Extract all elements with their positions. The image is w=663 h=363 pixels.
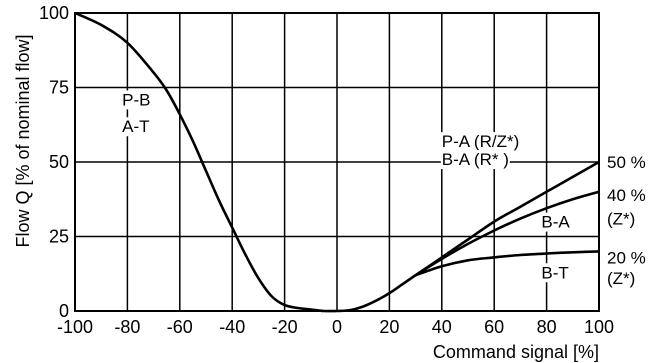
x-tick-label: 80 [537, 317, 557, 337]
flow-curves [74, 11, 600, 313]
flow-curve-3 [415, 250, 600, 277]
svg-text:B-A (R* ): B-A (R* ) [442, 150, 509, 169]
curve-annotation: B-A (R* ) [440, 150, 510, 170]
x-axis-label: Command signal [%] [433, 342, 599, 362]
right-label: 50 % [607, 153, 646, 172]
y-tick-label: 100 [39, 3, 69, 23]
y-tick-label: 75 [49, 78, 69, 98]
plot-frame [74, 12, 600, 312]
right-label: 40 % [607, 186, 646, 205]
x-tick-label: 40 [432, 317, 452, 337]
x-tick-label: -100 [57, 317, 93, 337]
flow-curve-0 [74, 11, 338, 313]
right-label: (Z*) [607, 269, 635, 288]
svg-text:B-A: B-A [541, 213, 570, 232]
x-tick-label: -20 [272, 317, 298, 337]
svg-text:P-B: P-B [122, 90, 150, 109]
grid [74, 12, 600, 312]
x-tick-label: -80 [114, 317, 140, 337]
y-tick-label: 0 [59, 301, 69, 321]
curve-annotations: P-B A-T P-A (R/Z*)B-A (R* ) B-A B-T [121, 90, 572, 283]
svg-text:B-T: B-T [541, 263, 568, 282]
curve-annotation: P-B [121, 90, 152, 110]
curve-annotation: B-T [540, 263, 570, 283]
x-tick-label: 100 [584, 317, 614, 337]
x-tick-label: 60 [484, 317, 504, 337]
flow-curve-2 [414, 190, 600, 277]
right-label: (Z*) [607, 210, 635, 229]
x-tick-label: -40 [219, 317, 245, 337]
y-tick-label: 25 [49, 227, 69, 247]
svg-text:A-T: A-T [122, 117, 149, 136]
svg-text:P-A (R/Z*): P-A (R/Z*) [442, 132, 519, 151]
right-side-labels: 50 % 40 % (Z*) 20 % (Z*) [607, 153, 646, 288]
y-tick-labels: 0 25 50 75 100 [39, 3, 69, 321]
x-tick-label: 20 [379, 317, 399, 337]
curve-annotation: P-A (R/Z*) [440, 132, 521, 152]
x-tick-label: 0 [332, 317, 342, 337]
curve-annotation: B-A [540, 212, 572, 232]
y-tick-label: 50 [49, 152, 69, 172]
right-label: 20 % [607, 248, 646, 267]
x-tick-labels: -100 -80 -60 -40 -20 0 20 40 60 80 100 [57, 317, 614, 337]
x-tick-label: -60 [167, 317, 193, 337]
y-axis-label: Flow Q [% of nominal flow] [13, 34, 33, 247]
curve-annotation: A-T [121, 117, 151, 137]
